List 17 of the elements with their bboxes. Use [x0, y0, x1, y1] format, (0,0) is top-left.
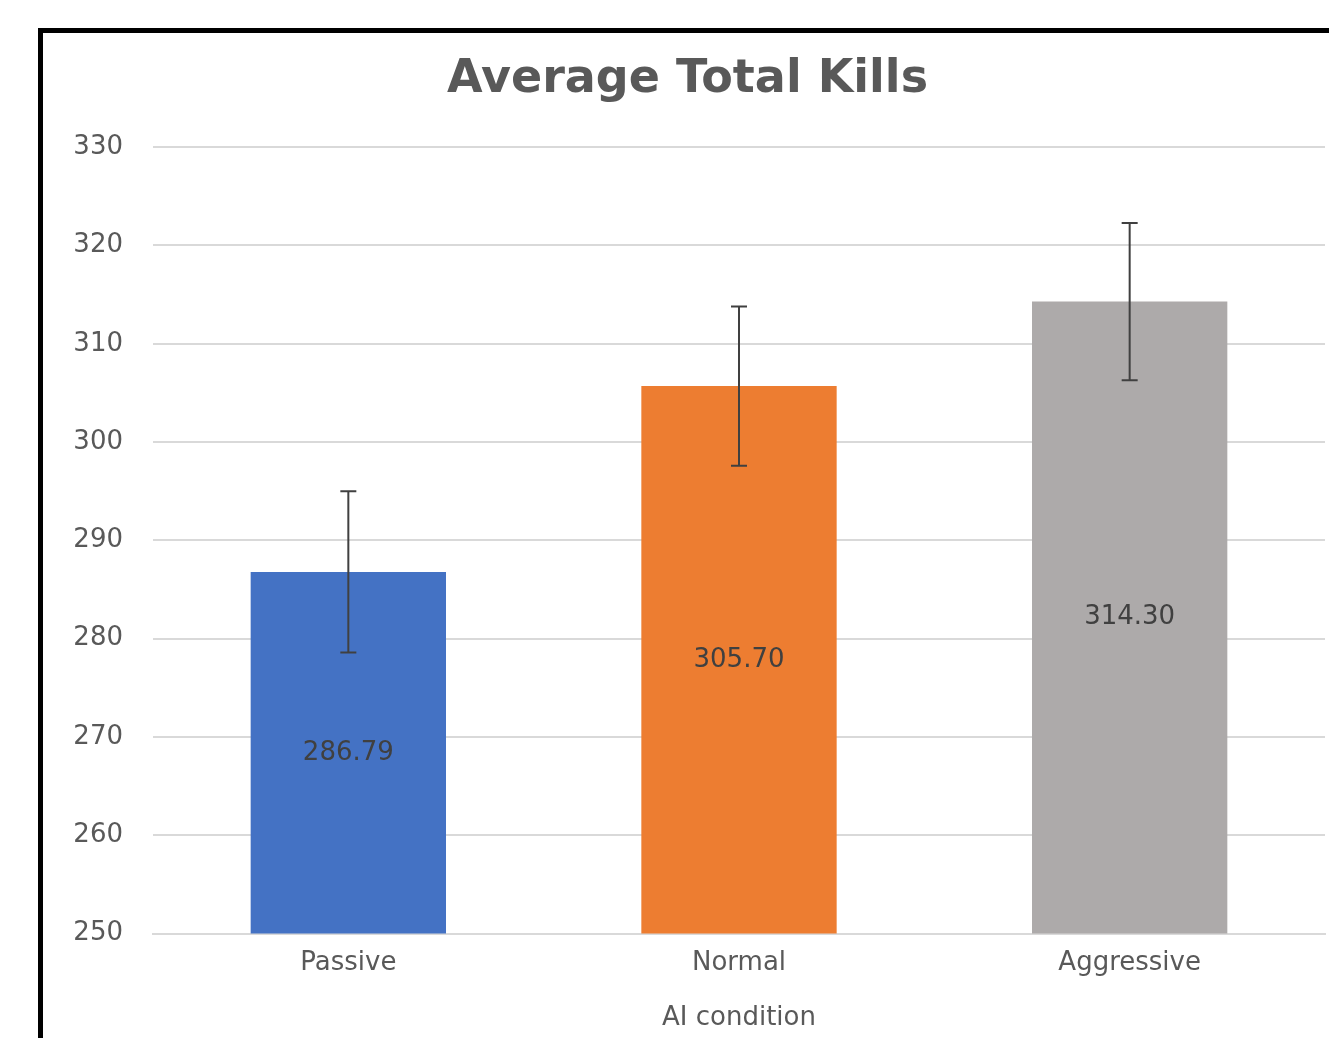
- data-label: 286.79: [302, 735, 394, 766]
- x-tick-label: Aggressive: [1058, 945, 1201, 976]
- y-tick-label: 260: [73, 818, 123, 849]
- x-axis-title: AI condition: [662, 1001, 816, 1032]
- data-label: 314.30: [1084, 600, 1176, 631]
- y-tick-label: 310: [73, 326, 123, 357]
- data-label: 305.70: [693, 642, 785, 673]
- y-tick-label: 290: [73, 523, 123, 554]
- chart-title: Average Total Kills: [446, 48, 929, 103]
- y-tick-label: 280: [73, 621, 123, 652]
- x-tick-label: Normal: [691, 945, 787, 976]
- y-tick-label: 330: [73, 129, 123, 160]
- y-tick-label: 270: [73, 719, 123, 750]
- y-tick-label: 320: [73, 228, 123, 259]
- y-tick-label: 250: [73, 916, 123, 947]
- y-tick-label: 300: [73, 424, 123, 455]
- x-tick-label: Passive: [300, 945, 397, 976]
